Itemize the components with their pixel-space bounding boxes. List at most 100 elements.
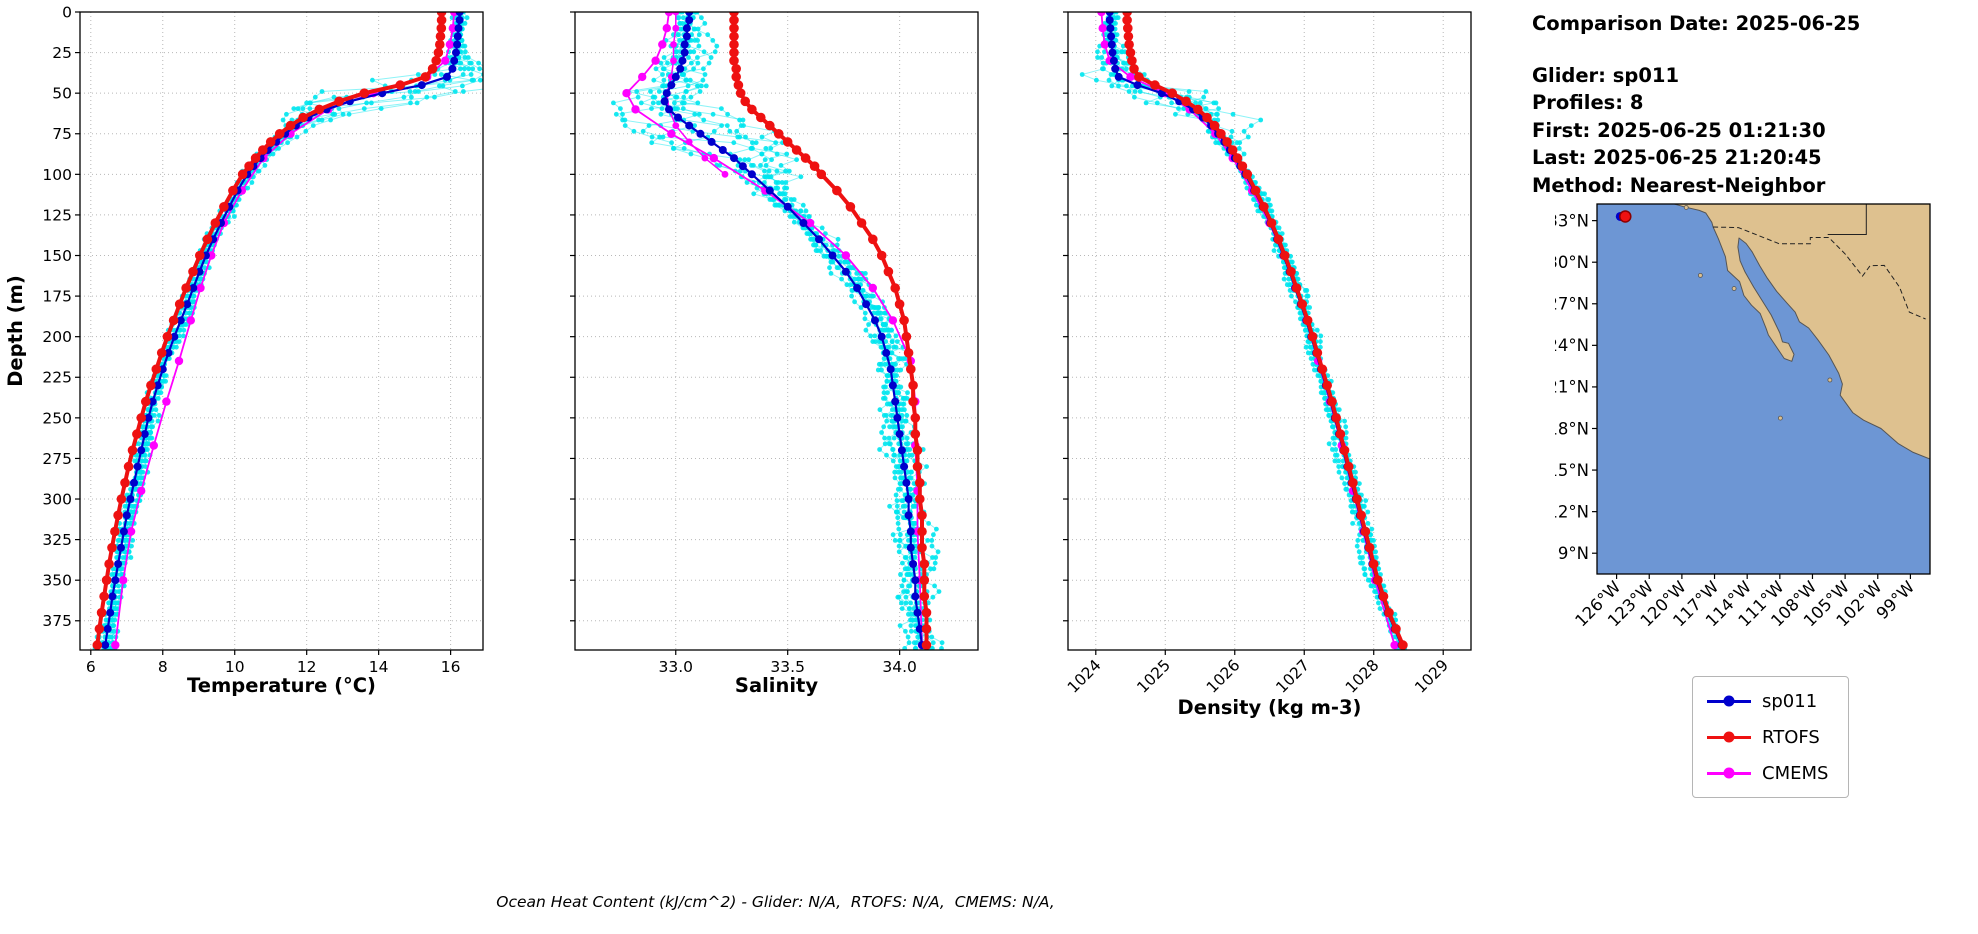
first-profile-time-text: First: 2025-06-25 01:21:30 bbox=[1532, 118, 1826, 142]
temperature-plot-area bbox=[92, 12, 483, 650]
depth-tick-label: 275 bbox=[42, 450, 72, 468]
map-lat-tick-label: 9°N bbox=[1558, 544, 1589, 563]
map-lat-tick-label: 21°N bbox=[1555, 378, 1589, 397]
map-lat-tick-label: 33°N bbox=[1555, 211, 1589, 230]
rtofs-series bbox=[1122, 12, 1408, 650]
density-glider-scatter bbox=[1079, 12, 1408, 650]
sp011-marker-dot bbox=[1723, 695, 1735, 707]
temperature-axes-frame bbox=[79, 11, 484, 651]
temperature-xtick-label: 8 bbox=[158, 658, 168, 676]
legend-item-cmems: CMEMS bbox=[1707, 760, 1828, 786]
method-text: Method: Nearest-Neighbor bbox=[1532, 173, 1826, 197]
depth-tick-label: 200 bbox=[42, 328, 72, 346]
density-xtick-label: 1024 bbox=[1064, 656, 1105, 697]
sp011-line-swatch bbox=[1707, 695, 1751, 707]
temperature-xtick-label: 14 bbox=[369, 658, 389, 676]
depth-tick-label: 150 bbox=[42, 247, 72, 265]
map-island bbox=[1731, 286, 1737, 291]
density-xtick-label: 1027 bbox=[1272, 656, 1313, 697]
legend-label-sp011: sp011 bbox=[1762, 690, 1818, 712]
map-lat-tick-label: 27°N bbox=[1555, 295, 1589, 314]
depth-tick-label: 175 bbox=[42, 288, 72, 306]
rtofs-marker-dot bbox=[1723, 731, 1735, 743]
rtofs-series bbox=[729, 12, 932, 650]
location-map: 33°N30°N27°N24°N21°N18°N15°N12°N9°N126°W… bbox=[1555, 203, 1931, 630]
ocean-heat-content-note: Ocean Heat Content (kJ/cm^2) - Glider: N… bbox=[496, 893, 1055, 911]
map-frame bbox=[1596, 203, 1931, 575]
temperature-xtick-label: 16 bbox=[441, 658, 461, 676]
depth-axis-label: Depth (m) bbox=[4, 275, 27, 387]
legend-item-rtofs: RTOFS bbox=[1707, 724, 1828, 750]
rtofs-series bbox=[92, 12, 447, 650]
last-profile-time-text: Last: 2025-06-25 21:20:45 bbox=[1532, 146, 1822, 169]
map-lat-tick-label: 18°N bbox=[1555, 419, 1589, 438]
map-lat-tick-label: 15°N bbox=[1555, 461, 1589, 480]
depth-tick-label: 225 bbox=[42, 369, 72, 387]
depth-tick-label: 350 bbox=[42, 572, 72, 590]
map-island bbox=[1697, 272, 1703, 278]
density-axis-label: Density (kg m-3) bbox=[1178, 696, 1362, 719]
map-lat-tick-label: 30°N bbox=[1555, 253, 1589, 272]
profiles-count-text: Profiles: 8 bbox=[1532, 91, 1644, 114]
temperature-gridlines bbox=[80, 11, 483, 650]
density-xtick-label: 1029 bbox=[1411, 656, 1452, 697]
temperature-ticks: 6 8 10 12 14 16 0 25 50 75 100 125 150 175 200 225 250 27… bbox=[42, 3, 460, 676]
density-xtick-label: 1028 bbox=[1342, 656, 1383, 697]
profile-charts: 6 8 10 12 14 16 0 25 50 75 100 125 150 175 200 225 250 27… bbox=[4, 3, 1472, 719]
density-ticks: 1024 1025 1026 1027 1028 1029 bbox=[1063, 11, 1452, 697]
depth-tick-label: 0 bbox=[62, 3, 72, 21]
map-island bbox=[1777, 415, 1783, 421]
map-lon-tick-label: 99°W bbox=[1873, 577, 1919, 623]
depth-tick-label: 25 bbox=[52, 44, 72, 62]
cmems-line-swatch bbox=[1707, 767, 1751, 779]
cmems-marker-dot bbox=[1723, 767, 1735, 779]
glider-position-marker bbox=[1619, 210, 1632, 223]
comparison-date-text: Comparison Date: 2025-06-25 bbox=[1532, 12, 1861, 35]
depth-tick-label: 75 bbox=[52, 125, 72, 143]
density-chart: 1024 1025 1026 1027 1028 1029 Density (kg m-3) bbox=[1063, 11, 1472, 719]
depth-tick-label: 325 bbox=[42, 531, 72, 549]
density-xtick-label: 1025 bbox=[1133, 656, 1174, 697]
legend-item-sp011: sp011 bbox=[1707, 688, 1828, 714]
depth-tick-label: 300 bbox=[42, 490, 72, 508]
legend-label-cmems: CMEMS bbox=[1762, 762, 1829, 784]
depth-tick-label: 100 bbox=[42, 166, 72, 184]
legend-label-rtofs: RTOFS bbox=[1762, 726, 1820, 748]
map-land bbox=[1673, 204, 1930, 460]
map-island bbox=[1683, 205, 1689, 210]
legend: sp011 RTOFS CMEMS bbox=[1692, 676, 1850, 798]
rtofs-line-swatch bbox=[1707, 731, 1751, 743]
sp011-series bbox=[660, 12, 926, 650]
info-spacer bbox=[1532, 38, 1860, 62]
depth-tick-label: 375 bbox=[42, 612, 72, 630]
temperature-xtick-label: 12 bbox=[297, 658, 317, 676]
salinity-glider-scatter bbox=[611, 12, 945, 650]
glider-name-text: Glider: sp011 bbox=[1532, 63, 1680, 87]
density-plot-area bbox=[1079, 12, 1408, 650]
salinity-axis-label: Salinity bbox=[735, 674, 818, 697]
salinity-plot-area bbox=[611, 12, 945, 650]
salinity-xtick-label: 34.0 bbox=[882, 658, 917, 676]
map-lat-tick-label: 24°N bbox=[1555, 336, 1589, 355]
salinity-xtick-label: 33.5 bbox=[770, 658, 805, 676]
salinity-xtick-label: 33.0 bbox=[658, 658, 693, 676]
depth-tick-label: 125 bbox=[42, 206, 72, 224]
depth-tick-label: 50 bbox=[52, 85, 72, 103]
cmems-series bbox=[1097, 12, 1399, 650]
density-gridlines bbox=[1068, 11, 1471, 650]
map-lat-tick-label: 12°N bbox=[1555, 502, 1589, 521]
map-area bbox=[1597, 204, 1930, 574]
map-us-mexico-border bbox=[1713, 226, 1926, 320]
temperature-axis-label: Temperature (°C) bbox=[187, 674, 376, 697]
temperature-xtick-label: 6 bbox=[86, 658, 96, 676]
info-panel: Comparison Date: 2025-06-25 Glider: sp01… bbox=[1532, 10, 1860, 199]
density-axes-frame bbox=[1067, 11, 1472, 651]
density-xtick-label: 1026 bbox=[1203, 656, 1244, 697]
salinity-chart: 33.0 33.5 34.0 Salinity bbox=[570, 11, 979, 697]
temperature-glider-scatter bbox=[92, 12, 483, 650]
depth-tick-label: 250 bbox=[42, 409, 72, 427]
temperature-xtick-label: 10 bbox=[225, 658, 245, 676]
map-island bbox=[1827, 377, 1833, 383]
map-state-border bbox=[1827, 204, 1867, 235]
